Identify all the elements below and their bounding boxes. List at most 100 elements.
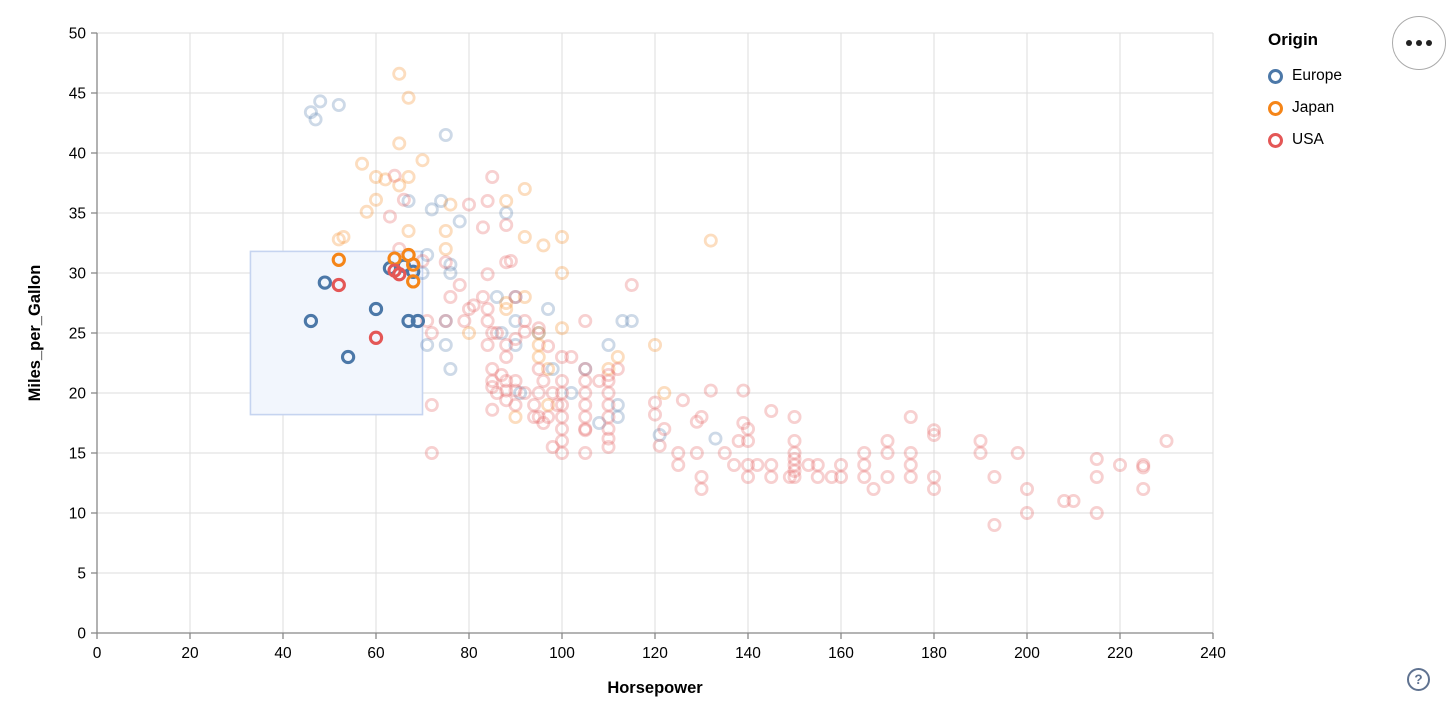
- data-point-japan[interactable]: [378, 172, 393, 187]
- data-point-japan[interactable]: [392, 178, 407, 193]
- data-point-usa[interactable]: [555, 385, 570, 400]
- selected-data-point-europe[interactable]: [303, 313, 319, 329]
- data-point-usa[interactable]: [624, 277, 639, 292]
- data-point-japan[interactable]: [555, 321, 570, 336]
- data-point-usa[interactable]: [545, 439, 560, 454]
- data-point-usa[interactable]: [787, 463, 802, 478]
- data-point-japan[interactable]: [359, 204, 374, 219]
- data-point-usa[interactable]: [834, 457, 849, 472]
- data-point-usa[interactable]: [438, 313, 453, 328]
- selected-data-point-europe[interactable]: [368, 301, 384, 317]
- data-point-usa[interactable]: [657, 421, 672, 436]
- data-point-usa[interactable]: [694, 469, 709, 484]
- data-point-usa[interactable]: [578, 423, 593, 438]
- data-point-usa[interactable]: [527, 397, 542, 412]
- data-point-europe[interactable]: [443, 257, 458, 272]
- data-point-japan[interactable]: [531, 349, 546, 364]
- data-point-usa[interactable]: [750, 457, 765, 472]
- data-point-usa[interactable]: [857, 445, 872, 460]
- data-point-japan[interactable]: [392, 136, 407, 151]
- data-point-usa[interactable]: [1066, 493, 1081, 508]
- data-point-japan[interactable]: [499, 301, 514, 316]
- data-point-japan[interactable]: [401, 169, 416, 184]
- data-point-usa[interactable]: [764, 469, 779, 484]
- data-point-usa[interactable]: [466, 298, 481, 313]
- data-point-usa[interactable]: [531, 385, 546, 400]
- data-point-usa[interactable]: [508, 397, 523, 412]
- data-point-usa[interactable]: [694, 409, 709, 424]
- data-point-usa[interactable]: [508, 331, 523, 346]
- data-point-europe[interactable]: [489, 289, 504, 304]
- data-point-usa[interactable]: [485, 169, 500, 184]
- data-point-europe[interactable]: [624, 313, 639, 328]
- data-point-usa[interactable]: [485, 402, 500, 417]
- data-point-usa[interactable]: [787, 409, 802, 424]
- data-point-usa[interactable]: [555, 373, 570, 388]
- data-point-usa[interactable]: [903, 409, 918, 424]
- data-point-usa[interactable]: [555, 445, 570, 460]
- data-point-europe[interactable]: [494, 325, 509, 340]
- data-point-usa[interactable]: [527, 409, 542, 424]
- data-point-usa[interactable]: [443, 289, 458, 304]
- data-point-usa[interactable]: [671, 445, 686, 460]
- data-point-usa[interactable]: [503, 253, 518, 268]
- data-point-usa[interactable]: [610, 361, 625, 376]
- data-point-usa[interactable]: [987, 469, 1002, 484]
- data-point-usa[interactable]: [648, 407, 663, 422]
- data-point-europe[interactable]: [420, 247, 435, 262]
- data-point-usa[interactable]: [499, 393, 514, 408]
- data-point-japan[interactable]: [336, 229, 351, 244]
- selected-data-point-usa[interactable]: [392, 267, 407, 282]
- data-point-usa[interactable]: [489, 325, 504, 340]
- data-point-europe[interactable]: [424, 202, 439, 217]
- selected-data-point-japan[interactable]: [406, 257, 421, 272]
- data-point-usa[interactable]: [499, 383, 514, 398]
- data-point-japan[interactable]: [499, 193, 514, 208]
- data-point-europe[interactable]: [610, 409, 625, 424]
- selected-data-point-europe[interactable]: [406, 264, 421, 279]
- data-point-japan[interactable]: [508, 409, 523, 424]
- data-point-usa[interactable]: [475, 289, 490, 304]
- data-point-usa[interactable]: [1057, 493, 1072, 508]
- data-point-usa[interactable]: [592, 373, 607, 388]
- data-point-usa[interactable]: [787, 433, 802, 448]
- data-point-usa[interactable]: [927, 469, 942, 484]
- data-point-usa[interactable]: [601, 421, 616, 436]
- data-point-japan[interactable]: [517, 229, 532, 244]
- selected-data-point-japan[interactable]: [331, 252, 346, 267]
- data-point-usa[interactable]: [648, 395, 663, 410]
- data-point-europe[interactable]: [313, 94, 328, 109]
- data-point-usa[interactable]: [517, 313, 532, 328]
- data-point-usa[interactable]: [824, 469, 839, 484]
- data-point-usa[interactable]: [578, 445, 593, 460]
- data-point-usa[interactable]: [601, 385, 616, 400]
- data-point-europe[interactable]: [401, 193, 416, 208]
- data-point-usa[interactable]: [485, 325, 500, 340]
- data-point-usa[interactable]: [541, 409, 556, 424]
- data-point-usa[interactable]: [1010, 445, 1025, 460]
- data-point-japan[interactable]: [657, 385, 672, 400]
- data-point-japan[interactable]: [555, 229, 570, 244]
- data-point-usa[interactable]: [857, 457, 872, 472]
- data-point-usa[interactable]: [480, 267, 495, 282]
- data-point-usa[interactable]: [564, 349, 579, 364]
- data-point-europe[interactable]: [420, 337, 435, 352]
- data-point-usa[interactable]: [880, 433, 895, 448]
- data-point-usa[interactable]: [550, 397, 565, 412]
- data-point-usa[interactable]: [689, 445, 704, 460]
- data-point-usa[interactable]: [866, 481, 881, 496]
- data-point-usa[interactable]: [461, 197, 476, 212]
- data-point-usa[interactable]: [536, 373, 551, 388]
- selected-data-point-usa[interactable]: [331, 277, 346, 293]
- data-point-europe[interactable]: [564, 385, 579, 400]
- data-point-usa[interactable]: [541, 339, 556, 354]
- data-point-usa[interactable]: [396, 192, 411, 207]
- data-point-usa[interactable]: [741, 469, 756, 484]
- data-point-usa[interactable]: [736, 415, 751, 430]
- data-point-usa[interactable]: [536, 415, 551, 430]
- data-point-usa[interactable]: [880, 469, 895, 484]
- data-point-usa[interactable]: [517, 324, 532, 339]
- data-point-japan[interactable]: [461, 325, 476, 340]
- data-point-usa[interactable]: [461, 301, 476, 316]
- data-point-usa[interactable]: [424, 445, 439, 460]
